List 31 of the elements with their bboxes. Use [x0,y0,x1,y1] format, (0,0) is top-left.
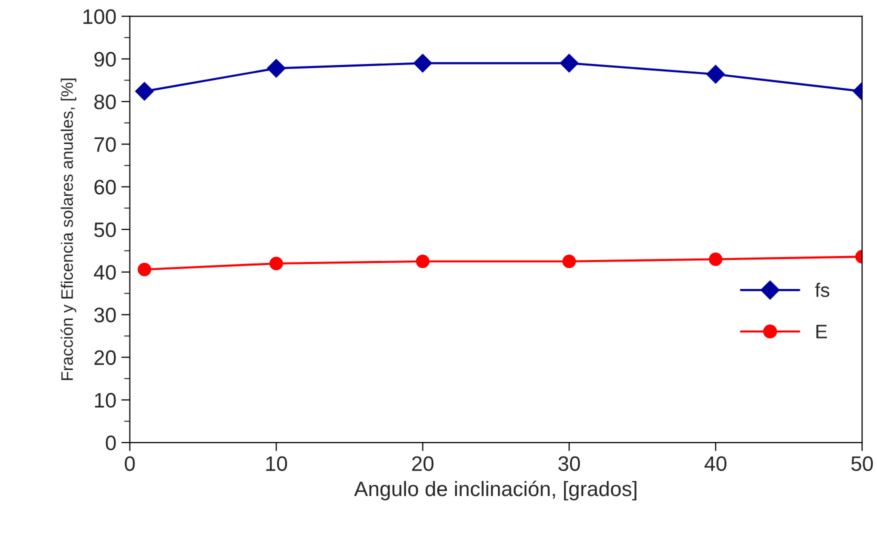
point [413,54,432,73]
y-tick-label: 50 [94,222,116,238]
point [135,82,154,101]
y-tick-label: 70 [94,137,116,152]
y-tick-label: 80 [94,94,116,110]
y-tick-label: 10 [95,392,116,408]
y-tick-label: 30 [94,308,116,322]
x-tick-label: 20 [412,456,434,472]
y-tick-label: 90 [94,52,116,67]
y-tick-label: 100 [83,9,116,24]
point [138,262,152,276]
point [269,256,284,270]
legend-label: E [816,324,827,338]
point [266,58,286,78]
point [562,254,576,268]
legend-label: fs [815,282,830,298]
point [708,252,722,266]
x-axis-title: Angulo de inclinación, [grados] [354,480,636,500]
x-tick-label: 10 [266,456,288,472]
point [560,54,579,73]
y-tick-label: 60 [94,180,116,195]
point [706,64,725,84]
point [416,254,430,268]
y-tick-label: 40 [94,265,116,280]
x-tick-label: 50 [851,456,873,472]
x-tick-label: 40 [704,456,726,472]
x-tick-label: 0 [124,456,135,472]
y-tick-label: 20 [94,350,116,366]
y-axis-title: Fracción y Eficencia solares anuales, [%] [60,78,76,380]
x-tick-label: 30 [558,456,580,472]
y-tick-label: 0 [106,436,116,450]
